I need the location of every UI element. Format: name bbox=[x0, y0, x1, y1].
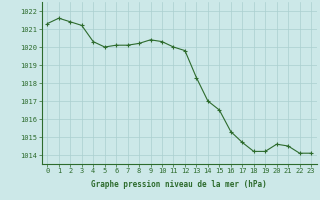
X-axis label: Graphe pression niveau de la mer (hPa): Graphe pression niveau de la mer (hPa) bbox=[91, 180, 267, 189]
